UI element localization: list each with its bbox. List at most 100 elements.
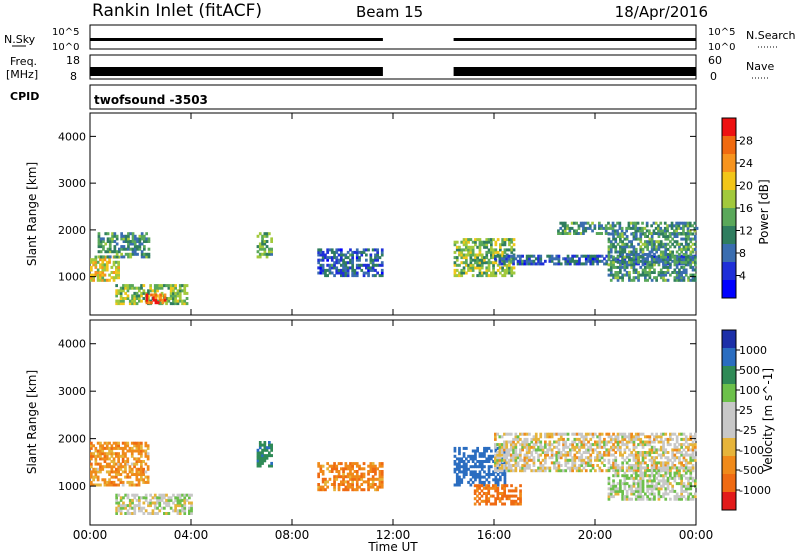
power-colorbar-tick-label: 24: [739, 157, 753, 170]
echo-cell: [557, 469, 561, 473]
echo-cell: [167, 496, 171, 500]
echo-cell: [541, 469, 545, 473]
echo-cell: [662, 265, 665, 269]
echo-cell: [321, 488, 325, 492]
echo-cell: [333, 485, 336, 489]
echo-cell: [528, 443, 531, 447]
echo-cell: [117, 454, 120, 458]
echo-cell: [694, 268, 697, 272]
echo-cell: [178, 289, 182, 293]
echo-cell: [106, 232, 110, 236]
echo-cell: [503, 466, 506, 470]
echo-cell: [508, 271, 511, 275]
echo-cell: [102, 237, 105, 241]
echo-cell: [128, 302, 132, 306]
echo-cell: [598, 451, 602, 454]
echo-cell: [115, 446, 118, 450]
echo-cell: [687, 495, 690, 499]
echo-cell: [344, 464, 348, 468]
echo-cell: [104, 242, 108, 246]
echo-cell: [505, 259, 509, 263]
echo-cell: [646, 474, 649, 478]
echo-cell: [127, 242, 130, 246]
echo-cell: [92, 273, 95, 277]
echo-cell: [663, 226, 667, 230]
echo-cell: [621, 253, 624, 256]
echo-cell: [694, 448, 697, 452]
echo-cell: [605, 453, 609, 457]
echo-cell: [661, 229, 665, 233]
echo-cell: [333, 488, 336, 492]
echo-cell: [145, 240, 148, 243]
echo-cell: [161, 301, 165, 305]
echo-cell: [483, 271, 486, 275]
echo-cell: [496, 268, 500, 272]
echo-cell: [641, 255, 645, 259]
echo-cell: [505, 254, 509, 258]
echo-cell: [371, 462, 375, 466]
echo-cell: [458, 480, 461, 484]
echo-cell: [333, 253, 336, 257]
echo-cell: [167, 299, 171, 303]
echo-cell: [534, 257, 538, 261]
echo-cell: [268, 232, 271, 236]
echo-cell: [557, 432, 561, 436]
echo-cell: [619, 250, 622, 254]
echo-cell: [505, 451, 509, 454]
echo-cell: [580, 461, 584, 465]
echo-cell: [498, 443, 502, 447]
echo-cell: [317, 271, 320, 275]
echo-cell: [650, 492, 654, 496]
echo-cell: [614, 273, 618, 277]
echo-cell: [678, 247, 681, 251]
echo-cell: [534, 443, 538, 447]
echo-cell: [659, 445, 663, 449]
echo-cell: [666, 458, 670, 462]
echo-cell: [655, 245, 658, 249]
echo-cell: [462, 475, 466, 479]
echo-cell: [666, 461, 670, 465]
echo-cell: [680, 489, 683, 493]
echo-cell: [609, 265, 613, 269]
echo-cell: [578, 262, 581, 266]
echo-cell: [580, 469, 584, 473]
echo-cell: [453, 240, 457, 244]
echo-cell: [485, 261, 489, 265]
echo-cell: [490, 250, 493, 254]
echo-cell: [498, 257, 502, 261]
echo-cell: [458, 457, 461, 461]
echo-cell: [126, 480, 130, 484]
echo-cell: [465, 470, 468, 474]
echo-cell: [525, 458, 529, 462]
echo-cell: [616, 464, 620, 467]
echo-cell: [129, 232, 133, 236]
echo-cell: [167, 501, 171, 505]
echo-cell: [650, 474, 654, 478]
echo-cell: [623, 273, 627, 277]
echo-cell: [156, 286, 159, 290]
echo-cell: [126, 457, 130, 461]
echo-cell: [455, 480, 459, 484]
echo-cell: [659, 255, 663, 259]
echo-cell: [546, 448, 549, 452]
echo-cell: [594, 259, 597, 263]
echo-cell: [460, 274, 464, 278]
echo-cell: [367, 274, 370, 278]
echo-cell: [607, 255, 611, 259]
echo-cell: [634, 253, 638, 256]
echo-cell: [94, 258, 98, 262]
echo-cell: [639, 237, 643, 241]
echo-cell: [650, 487, 654, 491]
echo-cell: [471, 245, 475, 249]
echo-cell: [641, 432, 645, 436]
echo-cell: [465, 243, 468, 247]
echo-cell: [603, 445, 606, 449]
echo-cell: [474, 465, 477, 469]
echo-cell: [553, 257, 556, 261]
echo-cell: [594, 254, 597, 258]
echo-cell: [127, 240, 130, 243]
echo-cell: [496, 480, 500, 484]
echo-cell: [678, 253, 681, 256]
echo-cell: [128, 286, 132, 290]
echo-cell: [605, 443, 609, 447]
